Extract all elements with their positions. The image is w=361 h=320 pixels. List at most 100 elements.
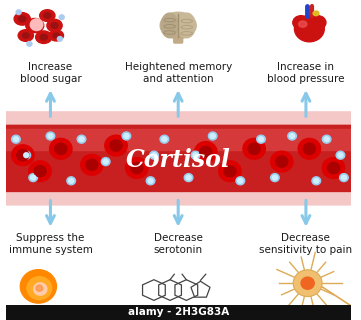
Ellipse shape [81,155,103,175]
FancyBboxPatch shape [0,129,358,151]
Ellipse shape [150,151,158,159]
Ellipse shape [161,13,178,38]
Ellipse shape [36,285,43,291]
Ellipse shape [160,12,196,39]
Ellipse shape [131,163,143,173]
Ellipse shape [200,147,212,158]
Ellipse shape [195,141,217,163]
Ellipse shape [312,177,321,185]
Ellipse shape [34,283,47,295]
FancyBboxPatch shape [0,125,361,192]
Ellipse shape [27,277,52,300]
Ellipse shape [178,13,195,38]
Ellipse shape [238,179,243,183]
Ellipse shape [184,173,193,182]
Ellipse shape [29,161,51,182]
Ellipse shape [248,143,260,155]
Ellipse shape [290,134,295,139]
Ellipse shape [314,179,319,183]
Ellipse shape [219,161,241,182]
Ellipse shape [79,137,84,142]
Ellipse shape [51,23,58,28]
Ellipse shape [101,158,110,166]
Ellipse shape [258,137,264,142]
Ellipse shape [236,177,245,185]
Ellipse shape [36,31,52,44]
Ellipse shape [336,151,345,159]
Text: Decrease
serotonin: Decrease serotonin [154,233,203,255]
Text: Increase
blood sugar: Increase blood sugar [19,61,81,84]
Ellipse shape [210,134,215,139]
Ellipse shape [34,166,46,177]
FancyBboxPatch shape [173,35,183,44]
Ellipse shape [31,175,36,180]
Ellipse shape [122,132,131,140]
Ellipse shape [324,137,329,142]
Ellipse shape [44,13,51,18]
Ellipse shape [270,151,293,172]
FancyBboxPatch shape [5,305,351,320]
Ellipse shape [103,159,108,164]
Ellipse shape [110,140,122,151]
Ellipse shape [146,177,155,185]
Ellipse shape [340,173,348,182]
Ellipse shape [49,30,64,41]
Ellipse shape [191,151,200,159]
Ellipse shape [299,21,307,27]
Ellipse shape [26,19,44,33]
Ellipse shape [12,135,20,143]
Text: Cortisol: Cortisol [126,148,231,172]
Ellipse shape [293,270,322,297]
Ellipse shape [160,135,169,143]
Ellipse shape [309,16,326,29]
Ellipse shape [186,175,191,180]
Ellipse shape [193,153,198,158]
Ellipse shape [27,42,32,46]
Ellipse shape [86,159,98,171]
Ellipse shape [13,137,18,142]
Ellipse shape [17,150,29,161]
Ellipse shape [14,13,30,25]
Ellipse shape [77,135,86,143]
Ellipse shape [105,135,127,156]
Ellipse shape [59,15,64,20]
Ellipse shape [31,22,39,29]
Ellipse shape [24,153,29,158]
Text: Increase in
blood pressure: Increase in blood pressure [267,61,345,84]
Ellipse shape [16,10,21,14]
Ellipse shape [162,137,167,142]
Ellipse shape [243,138,265,159]
Ellipse shape [29,173,38,182]
Ellipse shape [47,19,62,32]
Ellipse shape [272,175,278,180]
Ellipse shape [55,143,67,155]
Text: Decrease
sensitivity to pain: Decrease sensitivity to pain [259,233,352,255]
Ellipse shape [303,143,316,155]
Ellipse shape [301,277,314,289]
Ellipse shape [341,175,347,180]
Text: Suppress the
immune system: Suppress the immune system [9,233,92,255]
Ellipse shape [293,16,309,29]
Ellipse shape [257,135,265,143]
Ellipse shape [22,151,31,159]
Ellipse shape [40,10,55,21]
Ellipse shape [53,33,60,38]
Ellipse shape [313,11,319,16]
Text: Heightened memory
and attention: Heightened memory and attention [125,61,232,84]
Ellipse shape [46,132,55,140]
Ellipse shape [327,163,340,173]
Ellipse shape [124,134,129,139]
Ellipse shape [20,270,56,303]
Ellipse shape [126,158,148,179]
Ellipse shape [338,153,343,158]
Ellipse shape [288,132,296,140]
Ellipse shape [276,156,288,167]
Ellipse shape [67,177,75,185]
Ellipse shape [12,145,34,166]
Ellipse shape [224,166,236,177]
Ellipse shape [322,158,345,179]
Ellipse shape [30,19,43,30]
Ellipse shape [48,134,53,139]
Ellipse shape [208,132,217,140]
Ellipse shape [151,153,157,158]
